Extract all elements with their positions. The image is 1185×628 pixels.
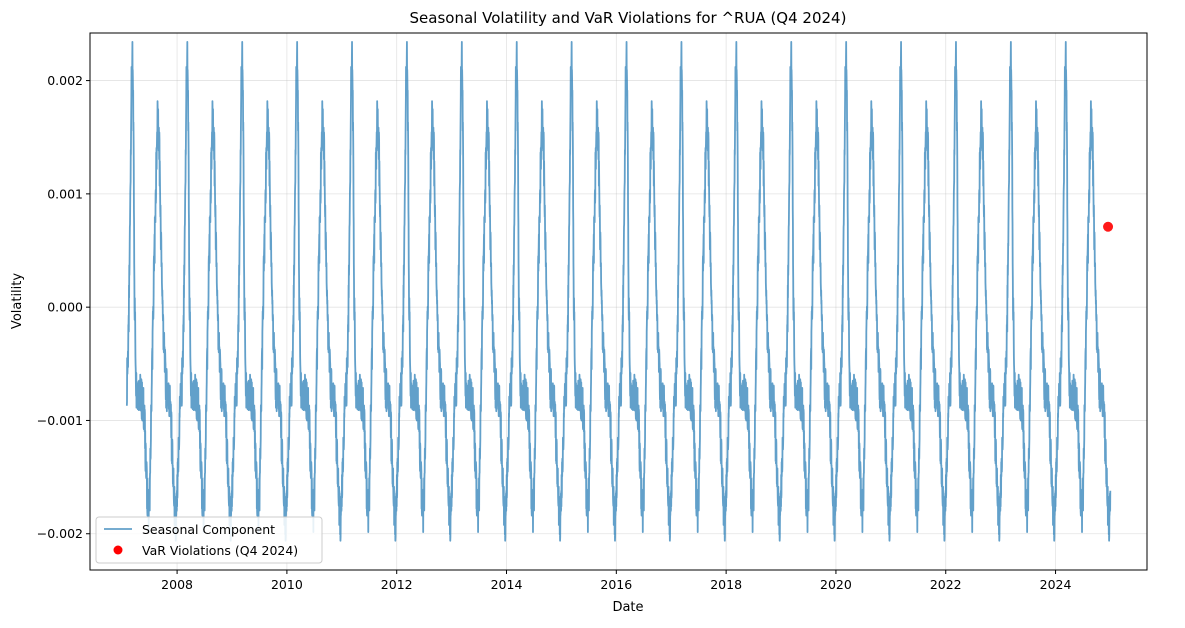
x-axis-ticks: 2008 2010 2012 2014 2016 2018 2020 2022 2024 xyxy=(161,570,1071,592)
plot-frame xyxy=(89,32,1148,571)
var-violation-point xyxy=(1103,221,1114,232)
x-tick-label: 2014 xyxy=(491,577,523,592)
plot-area xyxy=(125,40,1114,542)
x-axis-label: Date xyxy=(612,600,643,615)
grid-lines xyxy=(90,33,1147,570)
x-tick-label: 2010 xyxy=(271,577,303,592)
x-tick-label: 2018 xyxy=(710,577,742,592)
y-tick-label: 0.001 xyxy=(47,186,83,201)
legend-dot-swatch xyxy=(113,545,123,555)
x-tick-label: 2024 xyxy=(1040,577,1072,592)
legend: Seasonal Component VaR Violations (Q4 20… xyxy=(95,516,323,564)
legend-label-seasonal: Seasonal Component xyxy=(142,522,275,537)
y-tick-label: 0.002 xyxy=(47,73,83,88)
y-tick-label: −0.002 xyxy=(37,526,83,541)
series-layer xyxy=(125,40,1114,542)
x-tick-label: 2020 xyxy=(820,577,852,592)
x-tick-label: 2008 xyxy=(161,577,193,592)
legend-box xyxy=(95,516,323,564)
chart-title: Seasonal Volatility and VaR Violations f… xyxy=(410,9,847,27)
x-tick-label: 2022 xyxy=(930,577,962,592)
x-tick-label: 2016 xyxy=(600,577,632,592)
y-axis-ticks: −0.002 −0.001 0.000 0.001 0.002 xyxy=(37,73,90,541)
seasonal-component-line xyxy=(125,40,1112,542)
y-axis-label: Volatility xyxy=(10,273,25,329)
y-tick-label: −0.001 xyxy=(37,413,83,428)
legend-label-var: VaR Violations (Q4 2024) xyxy=(142,543,298,558)
y-tick-label: 0.000 xyxy=(47,300,83,315)
x-tick-label: 2012 xyxy=(381,577,413,592)
